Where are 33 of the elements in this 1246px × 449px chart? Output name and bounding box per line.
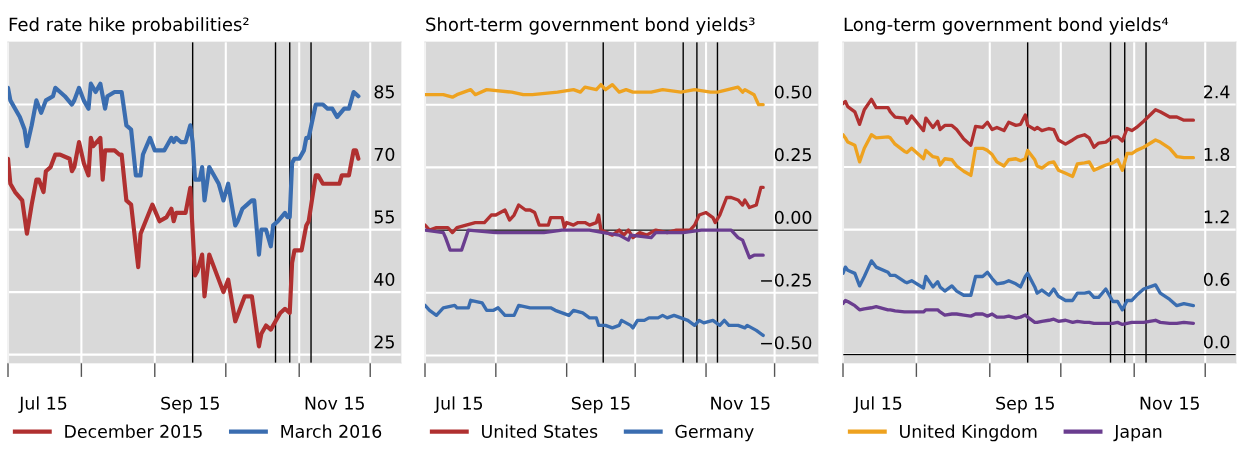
y-tick-label: 25 [374,335,394,349]
chart-title: Short-term government bond yields³ [426,17,755,35]
legend-label: Japan [1113,425,1162,442]
y-tick-label: 0.0 [1203,335,1230,349]
legend-label: March 2016 [281,424,382,438]
x-tick-label: Sep 15 [161,396,219,414]
legend-label: December 2015 [65,424,202,438]
y-tick-label: 40 [374,272,395,286]
y-tick-label: 1.8 [1204,147,1230,161]
x-tick-label: Nov 15 [305,396,364,410]
x-tick-label: Nov 15 [711,396,770,410]
y-tick-label: 70 [374,147,395,161]
y-tick-label: 2.4 [1204,85,1230,99]
x-tick-label: Jul 15 [434,396,483,413]
y-tick-label: 0.50 [774,85,812,99]
y-tick-label: 1.2 [1204,210,1229,224]
x-tick-label: Jul 15 [853,396,902,413]
chart-title: Long-term government bond yields⁴ [844,17,1169,35]
y-tick-label: 0.6 [1203,272,1230,286]
y-tick-label: 85 [374,85,394,99]
y-tick-label: 55 [374,210,394,224]
x-tick-label: Sep 15 [571,396,630,414]
y-tick-label: 0.00 [774,210,812,224]
x-tick-label: Jul 15 [18,396,67,413]
y-tick-label: 0.25 [774,148,811,162]
x-tick-label: Sep 15 [996,396,1054,414]
y-tick-label: −0.50 [761,336,812,350]
legend-label: Germany [675,424,754,442]
legend-label: United States [482,424,598,438]
legend-label: United Kingdom [900,424,1037,442]
chart-title: Fed rate hike probabilities² [9,17,249,35]
y-tick-label: −0.25 [761,273,811,287]
x-tick-label: Nov 15 [1140,396,1199,410]
